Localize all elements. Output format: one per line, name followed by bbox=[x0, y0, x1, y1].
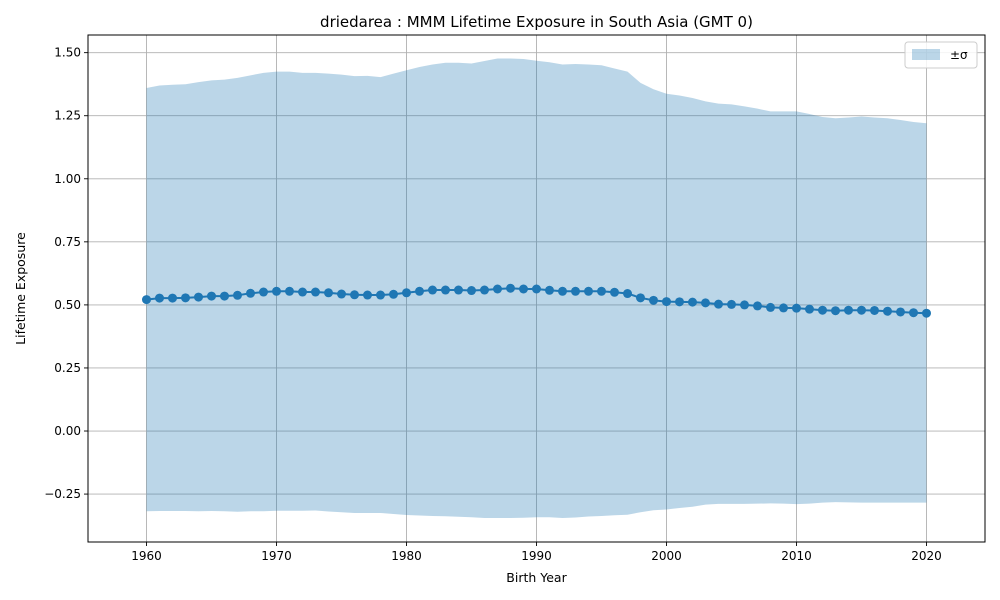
data-point bbox=[753, 301, 762, 311]
data-point bbox=[519, 284, 528, 294]
data-point bbox=[194, 292, 203, 302]
data-point bbox=[831, 306, 840, 316]
data-point bbox=[181, 293, 190, 303]
x-tick-label: 1960 bbox=[131, 549, 162, 563]
y-tick-label: 0.50 bbox=[54, 298, 81, 312]
data-point bbox=[376, 290, 385, 300]
y-tick-label: 0.00 bbox=[54, 424, 81, 438]
data-point bbox=[532, 284, 541, 294]
data-point bbox=[649, 295, 658, 305]
data-point bbox=[610, 287, 619, 297]
data-point bbox=[441, 285, 450, 295]
data-point bbox=[779, 303, 788, 313]
y-tick-label: 1.50 bbox=[54, 46, 81, 60]
data-point bbox=[727, 299, 736, 309]
data-point bbox=[883, 306, 892, 316]
y-tick-label: 1.25 bbox=[54, 109, 81, 123]
data-point bbox=[688, 297, 697, 307]
data-point bbox=[571, 286, 580, 296]
data-point bbox=[584, 286, 593, 296]
data-point bbox=[805, 304, 814, 314]
chart-title: driedarea : MMM Lifetime Exposure in Sou… bbox=[320, 13, 753, 31]
data-point bbox=[220, 291, 229, 301]
data-point bbox=[922, 308, 931, 318]
data-point bbox=[324, 288, 333, 298]
data-point bbox=[701, 298, 710, 308]
data-point bbox=[285, 286, 294, 296]
y-tick-label: 1.00 bbox=[54, 172, 81, 186]
data-point bbox=[363, 290, 372, 300]
data-point bbox=[506, 283, 515, 293]
y-tick-label: −0.25 bbox=[44, 487, 81, 501]
data-point bbox=[454, 285, 463, 295]
data-point bbox=[766, 302, 775, 312]
y-axis-label: Lifetime Exposure bbox=[13, 232, 28, 345]
data-point bbox=[402, 288, 411, 298]
y-tick-label: 0.25 bbox=[54, 361, 81, 375]
x-tick-label: 2010 bbox=[781, 549, 812, 563]
data-point bbox=[428, 285, 437, 295]
data-point bbox=[740, 300, 749, 310]
data-point bbox=[857, 305, 866, 315]
data-point bbox=[246, 288, 255, 298]
data-point bbox=[389, 289, 398, 299]
data-point bbox=[467, 286, 476, 296]
data-point bbox=[792, 303, 801, 313]
data-point bbox=[909, 308, 918, 318]
data-point bbox=[233, 290, 242, 300]
legend-swatch bbox=[912, 49, 940, 60]
data-point bbox=[259, 287, 268, 297]
data-point bbox=[870, 305, 879, 315]
series-layer bbox=[142, 283, 931, 318]
data-point bbox=[714, 299, 723, 309]
data-point bbox=[168, 293, 177, 303]
x-axis-label: Birth Year bbox=[506, 570, 567, 585]
data-point bbox=[597, 286, 606, 296]
x-tick-label: 1990 bbox=[521, 549, 552, 563]
x-axis-ticks: 1960 1970 1980 1990 2000 2010 2020 bbox=[131, 542, 942, 563]
data-point bbox=[337, 289, 346, 299]
data-point bbox=[207, 291, 216, 301]
x-tick-label: 2020 bbox=[911, 549, 942, 563]
data-point bbox=[480, 285, 489, 295]
data-point bbox=[493, 284, 502, 294]
x-tick-label: 2000 bbox=[651, 549, 682, 563]
data-point bbox=[896, 307, 905, 317]
data-point bbox=[636, 293, 645, 303]
legend-box bbox=[904, 41, 978, 69]
data-point bbox=[844, 305, 853, 315]
data-point bbox=[623, 289, 632, 299]
legend: ±σ bbox=[904, 41, 978, 69]
data-point bbox=[415, 286, 424, 296]
x-tick-label: 1980 bbox=[391, 549, 422, 563]
data-point bbox=[558, 286, 567, 296]
data-point bbox=[142, 295, 151, 305]
grid-lines bbox=[88, 35, 985, 542]
data-point bbox=[155, 293, 164, 303]
data-point bbox=[675, 297, 684, 307]
data-point bbox=[818, 305, 827, 315]
legend-label: ±σ bbox=[950, 48, 968, 62]
y-axis-ticks: −0.25 0.00 0.25 0.50 0.75 1.00 1.25 1.50 bbox=[44, 46, 88, 501]
data-point bbox=[272, 286, 281, 296]
data-point bbox=[298, 287, 307, 297]
x-tick-label: 1970 bbox=[261, 549, 292, 563]
y-tick-label: 0.75 bbox=[54, 235, 81, 249]
data-point bbox=[662, 297, 671, 307]
data-point bbox=[311, 287, 320, 297]
data-point bbox=[545, 285, 554, 295]
data-point bbox=[350, 290, 359, 300]
